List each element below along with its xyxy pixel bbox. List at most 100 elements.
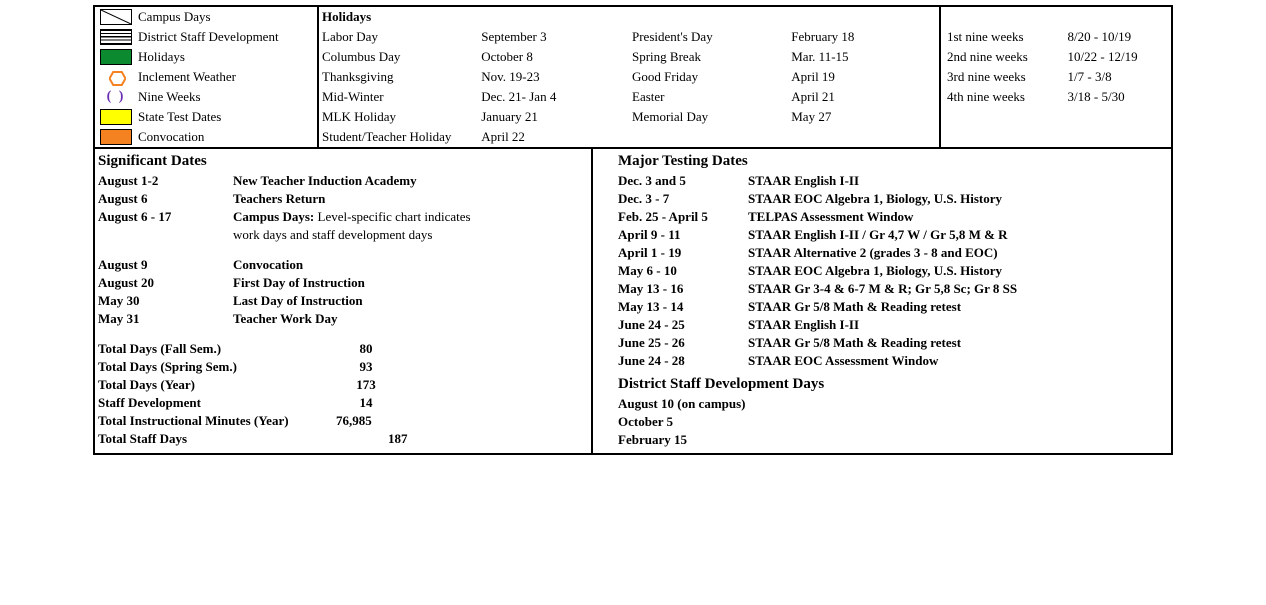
sig-desc: Campus Days: Level-specific chart indica… xyxy=(233,209,588,225)
holiday-date: April 19 xyxy=(791,69,936,85)
sig-desc: New Teacher Induction Academy xyxy=(233,173,588,189)
test-desc: STAAR English I-II xyxy=(748,317,1168,333)
total-value: 93 xyxy=(336,359,396,375)
total-label: Total Days (Fall Sem.) xyxy=(98,341,336,357)
convocation-swatch xyxy=(100,129,132,145)
legend-label: Campus Days xyxy=(134,9,211,25)
sig-desc: Convocation xyxy=(233,257,588,273)
total-value: 14 xyxy=(336,395,396,411)
nineweeks-date: 3/18 - 5/30 xyxy=(1068,89,1168,105)
holiday-date: January 21 xyxy=(481,109,626,125)
holiday-name: Mid-Winter xyxy=(322,89,481,105)
holiday-name: Columbus Day xyxy=(322,49,481,65)
campus-days-swatch xyxy=(100,9,132,25)
legend-item: State Test Dates xyxy=(95,107,317,127)
holiday-name: Spring Break xyxy=(632,49,791,65)
sig-date: August 20 xyxy=(98,275,233,291)
legend-label: Inclement Weather xyxy=(134,69,236,85)
sig-desc: Teachers Return xyxy=(233,191,588,207)
sig-desc-line2: work days and staff development days xyxy=(233,227,588,243)
legend-column: Campus Days District Staff Development H… xyxy=(95,7,319,147)
test-date: April 1 - 19 xyxy=(618,245,748,261)
test-date: May 13 - 16 xyxy=(618,281,748,297)
holiday-name: Labor Day xyxy=(322,29,481,45)
significant-dates-column: Significant Dates August 1-2New Teacher … xyxy=(95,149,593,453)
legend-label: Nine Weeks xyxy=(134,89,201,105)
legend-item: ( ) Nine Weeks xyxy=(95,87,317,107)
dev-row: August 10 (on campus) xyxy=(596,395,1168,413)
holiday-date: Dec. 21- Jan 4 xyxy=(481,89,626,105)
nineweeks-date: 1/7 - 3/8 xyxy=(1068,69,1168,85)
holidays-right: President's DayFebruary 18 Spring BreakM… xyxy=(629,27,939,147)
holiday-date: February 18 xyxy=(791,29,936,45)
test-desc: STAAR EOC Algebra 1, Biology, U.S. Histo… xyxy=(748,263,1168,279)
holiday-date: September 3 xyxy=(481,29,626,45)
nineweeks-name: 2nd nine weeks xyxy=(944,49,1068,65)
holiday-name: Memorial Day xyxy=(632,109,791,125)
holiday-date: May 27 xyxy=(791,109,936,125)
holiday-name: MLK Holiday xyxy=(322,109,481,125)
test-date: May 13 - 14 xyxy=(618,299,748,315)
holiday-date: Mar. 11-15 xyxy=(791,49,936,65)
significant-header: Significant Dates xyxy=(98,151,588,172)
test-date: June 24 - 28 xyxy=(618,353,748,369)
legend-label: District Staff Development xyxy=(134,29,279,45)
holiday-name: Thanksgiving xyxy=(322,69,481,85)
hexagon-icon xyxy=(109,71,124,84)
test-desc: STAAR EOC Assessment Window xyxy=(748,353,1168,369)
test-desc: STAAR Gr 5/8 Math & Reading retest xyxy=(748,335,1168,351)
calendar-legend-box: Campus Days District Staff Development H… xyxy=(93,5,1173,455)
sig-desc: Teacher Work Day xyxy=(233,311,588,327)
total-value: 173 xyxy=(336,377,396,393)
test-desc: STAAR Gr 3-4 & 6-7 M & R; Gr 5,8 Sc; Gr … xyxy=(748,281,1168,297)
total-label: Total Days (Year) xyxy=(98,377,336,393)
legend-item: Convocation xyxy=(95,127,317,147)
legend-label: State Test Dates xyxy=(134,109,221,125)
dev-row: October 5 xyxy=(596,413,1168,431)
total-value: 76,985 xyxy=(336,413,396,429)
holidays-column: Holidays Labor DaySeptember 3 Columbus D… xyxy=(319,7,941,147)
total-label: Staff Development xyxy=(98,395,336,411)
sig-date: August 9 xyxy=(98,257,233,273)
total-label: Total Instructional Minutes (Year) xyxy=(98,413,336,429)
total-label: Total Staff Days xyxy=(98,431,336,447)
total-value: 80 xyxy=(336,341,396,357)
total-label: Total Days (Spring Sem.) xyxy=(98,359,336,375)
nineweeks-name: 4th nine weeks xyxy=(944,89,1068,105)
test-desc: STAAR EOC Algebra 1, Biology, U.S. Histo… xyxy=(748,191,1168,207)
holidays-left: Labor DaySeptember 3 Columbus DayOctober… xyxy=(319,27,629,147)
dev-header: District Staff Development Days xyxy=(596,370,1168,395)
test-desc: STAAR Alternative 2 (grades 3 - 8 and EO… xyxy=(748,245,1168,261)
test-date: Dec. 3 - 7 xyxy=(618,191,748,207)
legend-item: Holidays xyxy=(95,47,317,67)
holiday-date: April 22 xyxy=(481,129,626,145)
staff-dev-swatch xyxy=(100,29,132,45)
holiday-date: October 8 xyxy=(481,49,626,65)
holiday-name: Easter xyxy=(632,89,791,105)
test-desc: STAAR Gr 5/8 Math & Reading retest xyxy=(748,299,1168,315)
holidays-header: Holidays xyxy=(319,7,939,27)
test-date: June 25 - 26 xyxy=(618,335,748,351)
nineweeks-name: 3rd nine weeks xyxy=(944,69,1068,85)
test-desc: STAAR English I-II / Gr 4,7 W / Gr 5,8 M… xyxy=(748,227,1168,243)
sig-date: August 1-2 xyxy=(98,173,233,189)
holiday-name: Good Friday xyxy=(632,69,791,85)
holiday-date: Nov. 19-23 xyxy=(481,69,626,85)
parens-icon: ( ) xyxy=(107,89,126,105)
nine-weeks-column: 1st nine weeks8/20 - 10/19 2nd nine week… xyxy=(941,7,1171,147)
test-date: June 24 - 25 xyxy=(618,317,748,333)
testing-column: Major Testing Dates Dec. 3 and 5STAAR En… xyxy=(593,149,1171,453)
holiday-date: April 21 xyxy=(791,89,936,105)
testing-header: Major Testing Dates xyxy=(596,151,1168,172)
sig-date: May 30 xyxy=(98,293,233,309)
sig-date: August 6 xyxy=(98,191,233,207)
test-date: May 6 - 10 xyxy=(618,263,748,279)
nineweeks-date: 10/22 - 12/19 xyxy=(1068,49,1168,65)
legend-item: Campus Days xyxy=(95,7,317,27)
test-desc: TELPAS Assessment Window xyxy=(748,209,1168,225)
sig-desc: Last Day of Instruction xyxy=(233,293,588,309)
holiday-name: President's Day xyxy=(632,29,791,45)
legend-item: Inclement Weather xyxy=(95,67,317,87)
nineweeks-name: 1st nine weeks xyxy=(944,29,1068,45)
top-row: Campus Days District Staff Development H… xyxy=(95,7,1171,149)
